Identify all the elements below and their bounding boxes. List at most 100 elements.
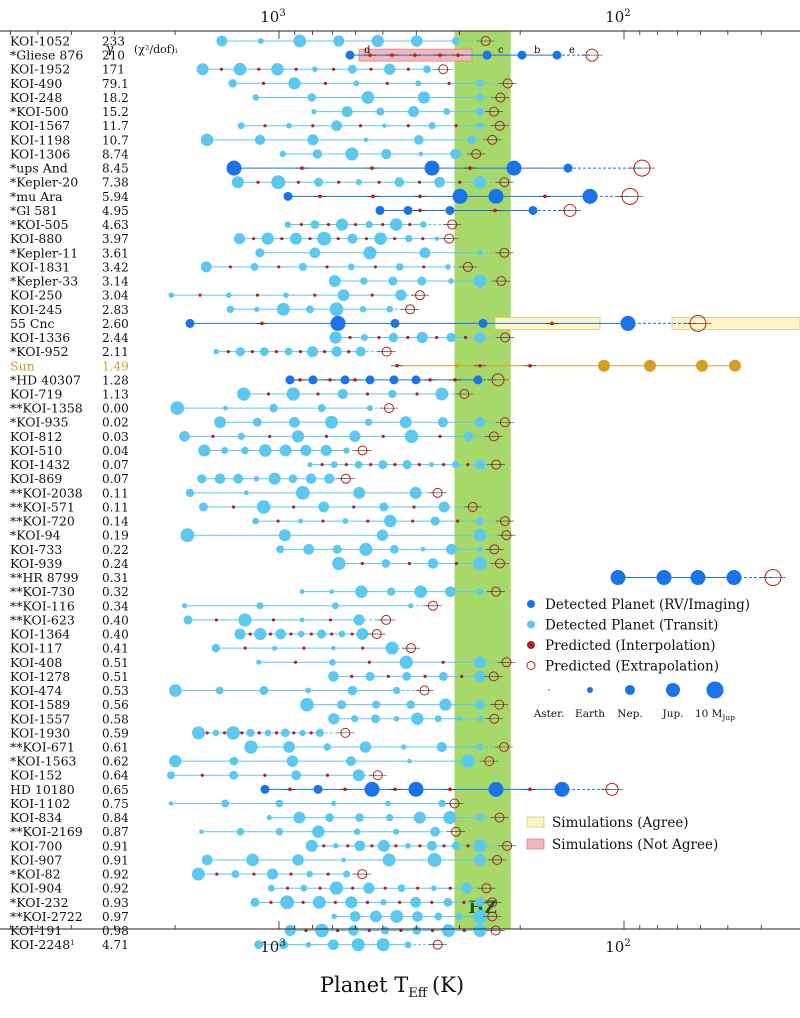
- system-name: **KOI-730: [10, 584, 75, 599]
- transit-marker: [378, 460, 388, 470]
- transit-marker: [369, 910, 382, 923]
- system-gamma: 0.22: [102, 543, 129, 557]
- sun-planet-marker: [696, 359, 708, 372]
- transit-marker: [395, 289, 407, 301]
- interp-marker: [393, 787, 397, 792]
- transit-marker: [258, 444, 272, 457]
- transit-marker: [475, 699, 485, 710]
- tick-exponent: 3: [279, 938, 285, 949]
- interp-marker: [326, 222, 331, 227]
- legend-extrap-marker: [526, 661, 536, 670]
- interp-marker: [462, 928, 466, 933]
- system-name: KOI-510: [10, 443, 62, 458]
- interp-marker: [219, 67, 223, 71]
- interp-marker: [322, 844, 326, 848]
- transit-marker: [305, 839, 318, 852]
- transit-marker: [269, 403, 278, 413]
- interp-marker: [302, 646, 306, 650]
- transit-marker: [197, 474, 207, 484]
- interp-marker: [263, 773, 267, 777]
- interp-marker: [263, 124, 267, 128]
- system-gamma: 2.83: [102, 303, 129, 317]
- system-name: *KOI-1563: [10, 754, 77, 769]
- system-gamma: 0.93: [102, 896, 129, 910]
- system-name: *mu Ara: [10, 189, 63, 204]
- system-gamma: 171: [102, 63, 125, 77]
- system-gamma: 8.74: [102, 147, 129, 161]
- sun-planet-marker: [644, 359, 656, 372]
- rv-marker: [482, 50, 492, 60]
- system-gamma: 0.58: [102, 712, 129, 726]
- interp-marker: [266, 392, 271, 396]
- interp-marker: [289, 872, 293, 876]
- interp-marker: [361, 646, 365, 650]
- transit-marker: [264, 729, 272, 737]
- system-gamma: 0.91: [102, 839, 129, 853]
- interp-marker: [411, 519, 415, 523]
- system-name: KOI-719: [10, 387, 62, 402]
- system-gamma: 0.91: [102, 853, 129, 867]
- rv-marker: [313, 784, 323, 794]
- interp-marker: [406, 67, 410, 71]
- transit-marker: [250, 263, 259, 271]
- interp-marker: [550, 321, 554, 326]
- system-name: KOI-1278: [10, 669, 70, 684]
- transit-marker: [393, 828, 400, 835]
- transit-marker: [257, 37, 264, 45]
- interp-marker: [353, 378, 357, 382]
- transit-marker: [409, 486, 422, 499]
- interp-marker: [252, 872, 256, 876]
- interp-marker: [381, 434, 385, 438]
- transit-marker: [474, 459, 486, 470]
- transit-marker: [300, 697, 314, 712]
- interp-marker: [418, 208, 422, 213]
- transit-marker: [276, 302, 290, 316]
- transit-marker: [408, 106, 420, 118]
- transit-marker: [406, 700, 416, 709]
- transit-marker: [473, 274, 487, 288]
- sim-legend-label: Simulations (Agree): [552, 815, 689, 831]
- interp-marker: [269, 900, 273, 904]
- transit-marker: [455, 912, 463, 921]
- system-name: *Kepler-20: [10, 175, 78, 190]
- transit-marker: [434, 912, 443, 921]
- system-gamma: 0.02: [102, 416, 129, 430]
- transit-marker: [328, 671, 339, 682]
- transit-marker: [259, 347, 269, 357]
- transit-marker: [272, 645, 278, 651]
- system-gamma: 0.19: [102, 529, 129, 543]
- interp-marker: [346, 844, 350, 848]
- system-gamma: 0.75: [102, 797, 129, 811]
- transit-marker: [306, 870, 313, 878]
- transit-marker: [353, 828, 361, 836]
- system-name: KOI-1336: [10, 330, 70, 345]
- interp-marker: [407, 561, 411, 566]
- interp-marker: [466, 844, 470, 848]
- transit-marker: [318, 501, 330, 513]
- transit-marker: [169, 754, 182, 768]
- planet-label: b: [534, 45, 540, 56]
- system-gamma: 3.61: [102, 246, 129, 260]
- system-gamma: 0.34: [102, 599, 129, 613]
- interp-marker: [336, 237, 340, 241]
- transit-marker: [376, 938, 390, 952]
- system-gamma: 0.40: [102, 613, 129, 627]
- transit-marker: [331, 602, 339, 610]
- transit-marker: [309, 247, 321, 259]
- transit-marker: [307, 93, 317, 102]
- system-gamma: 79.1: [102, 77, 129, 91]
- transit-marker: [347, 64, 357, 74]
- transit-marker: [388, 389, 397, 399]
- interp-marker: [454, 561, 459, 566]
- tick-exponent: 2: [624, 938, 630, 949]
- system-name: KOI-880: [10, 231, 62, 246]
- interp-marker: [428, 378, 432, 382]
- interp-marker: [366, 519, 370, 523]
- transit-marker: [476, 588, 484, 596]
- rv-marker: [285, 375, 295, 385]
- interp-marker: [243, 646, 247, 650]
- system-name: *KOI-500: [10, 104, 69, 119]
- interp-marker: [460, 674, 464, 679]
- interp-marker: [462, 900, 466, 904]
- transit-marker: [386, 305, 394, 313]
